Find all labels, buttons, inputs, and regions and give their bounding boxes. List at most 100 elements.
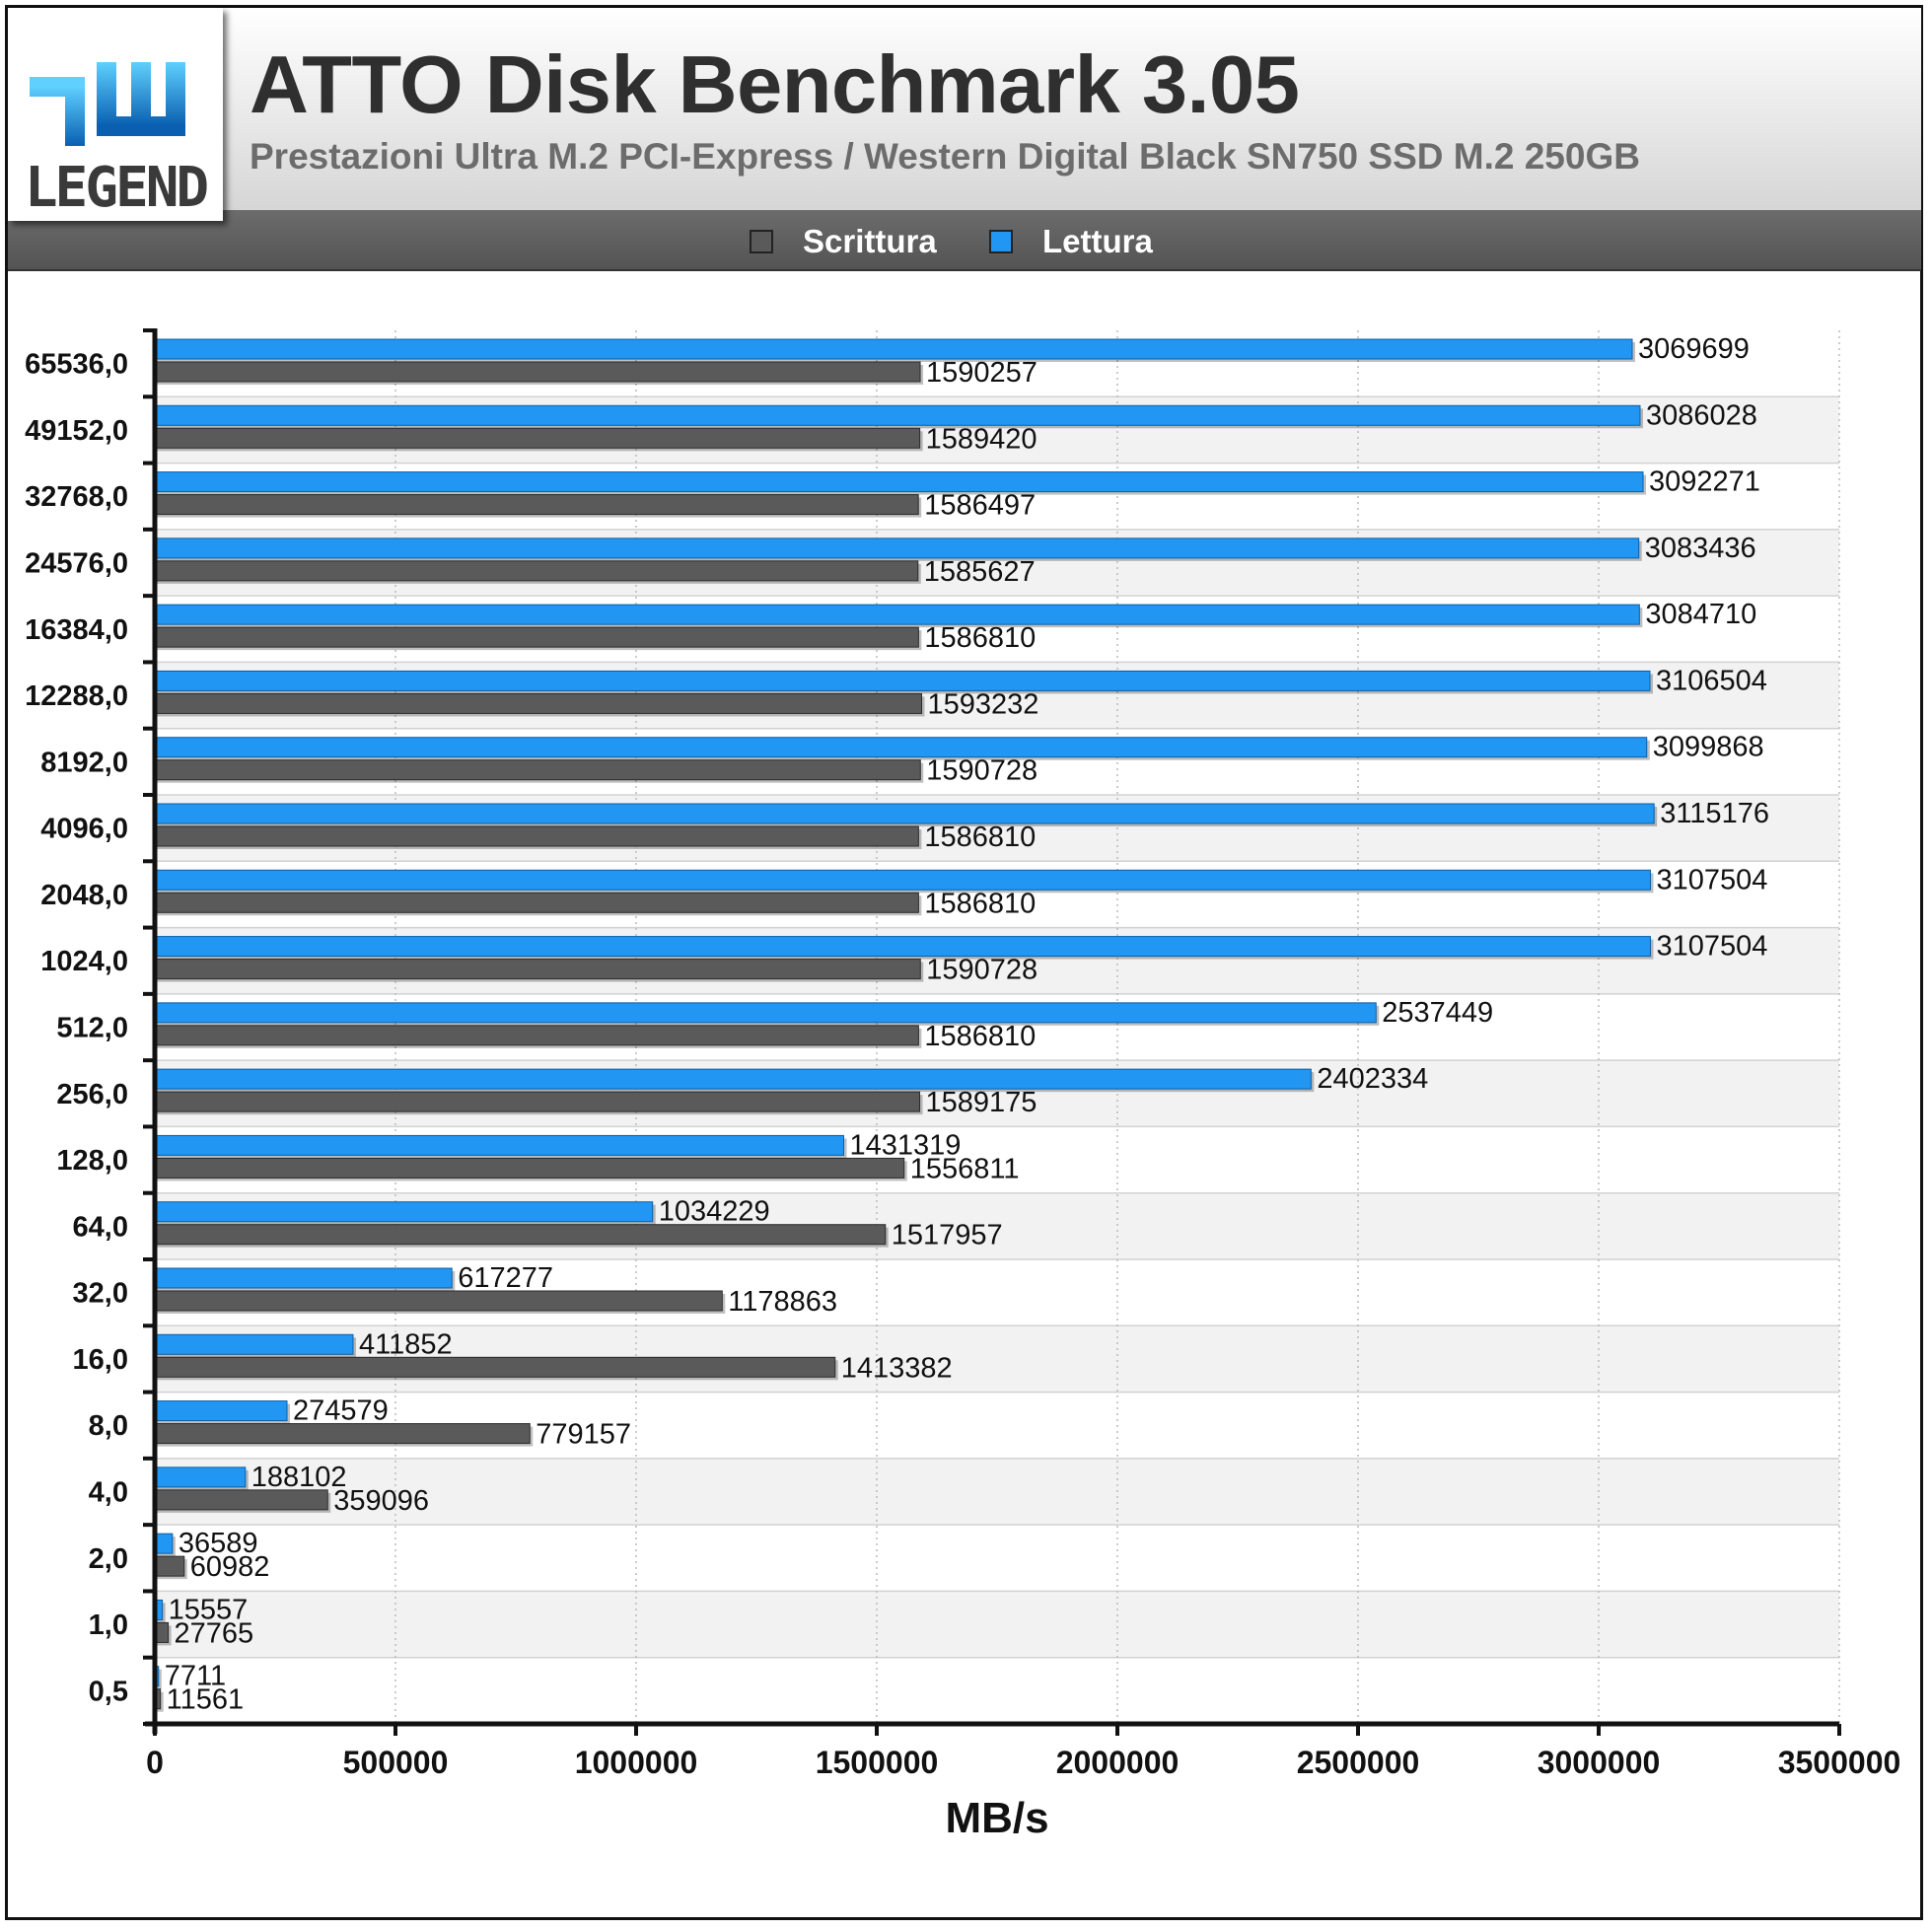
value-label-scrittura: 779157 [536, 1419, 631, 1451]
category-label: 16384,0 [25, 614, 128, 646]
category-label: 8,0 [89, 1410, 128, 1442]
category-label: 128,0 [56, 1145, 128, 1177]
value-label-lettura: 1034229 [659, 1196, 770, 1228]
hw-legend-logo: LEGEND [8, 8, 223, 221]
bar-lettura [154, 1201, 654, 1223]
bar-lettura [154, 537, 1640, 559]
value-label-lettura: 617277 [458, 1262, 553, 1294]
value-label-lettura: 15557 [169, 1594, 249, 1625]
value-label-lettura: 1431319 [849, 1129, 961, 1161]
bar-scrittura [154, 1290, 723, 1312]
bar-scrittura [154, 361, 921, 383]
value-label-lettura: 36589 [179, 1528, 258, 1559]
category-label: 32,0 [73, 1278, 128, 1310]
value-label-lettura: 3086028 [1646, 399, 1757, 431]
value-label-lettura: 3092271 [1649, 466, 1760, 498]
chart-subtitle: Prestazioni Ultra M.2 PCI-Express / West… [250, 136, 1640, 177]
category-label: 16,0 [73, 1344, 128, 1376]
bar-scrittura [154, 759, 921, 781]
bar-lettura [154, 1533, 174, 1554]
value-label-scrittura: 1586810 [924, 622, 1036, 654]
value-label-lettura: 3106504 [1656, 665, 1767, 696]
category-label: 512,0 [56, 1013, 128, 1044]
category-label: 24576,0 [25, 548, 128, 580]
value-label-lettura: 3069699 [1638, 333, 1750, 365]
x-tick-label: 0 [146, 1745, 164, 1780]
value-label-scrittura: 1589420 [926, 423, 1038, 455]
category-label: 12288,0 [25, 680, 128, 712]
row-band [155, 1525, 1839, 1592]
value-label-scrittura: 1586810 [924, 822, 1036, 853]
value-label-lettura: 2537449 [1382, 997, 1493, 1029]
value-label-scrittura: 27765 [175, 1617, 254, 1649]
value-label-scrittura: 1590257 [926, 357, 1038, 389]
bar-lettura [154, 1400, 288, 1422]
bar-lettura [154, 936, 1651, 958]
category-label: 1,0 [89, 1609, 128, 1641]
category-label: 4,0 [89, 1477, 128, 1509]
bar-lettura [154, 338, 1633, 360]
bar-lettura [154, 1002, 1377, 1024]
value-label-scrittura: 11561 [167, 1684, 245, 1716]
bar-scrittura [154, 1157, 905, 1179]
legend-label-scrittura: Scrittura [803, 223, 937, 259]
bar-lettura [154, 1068, 1312, 1090]
value-label-scrittura: 1586497 [924, 490, 1036, 522]
category-label: 32768,0 [25, 481, 128, 513]
legend: Scrittura Lettura [8, 210, 1921, 271]
bar-scrittura [154, 959, 921, 980]
bar-lettura [154, 737, 1648, 758]
x-tick-label: 2500000 [1297, 1745, 1420, 1780]
bar-lettura [154, 869, 1651, 891]
value-label-scrittura: 1589175 [926, 1087, 1038, 1118]
x-tick-label: 3500000 [1778, 1745, 1901, 1780]
value-label-lettura: 7711 [165, 1661, 226, 1692]
x-tick-label: 3000000 [1538, 1745, 1661, 1780]
value-label-lettura: 3107504 [1656, 864, 1767, 895]
value-label-scrittura: 359096 [333, 1485, 429, 1517]
legend-item-scrittura: Scrittura [750, 223, 937, 259]
bar-lettura [154, 1466, 247, 1488]
value-label-scrittura: 60982 [190, 1551, 270, 1583]
logo-word-legend: LEGEND [24, 156, 209, 220]
value-label-lettura: 274579 [293, 1395, 389, 1427]
chart-title: ATTO Disk Benchmark 3.05 [250, 38, 1300, 130]
bar-lettura [154, 404, 1641, 426]
x-tick-label: 1000000 [575, 1745, 698, 1780]
value-label-scrittura: 1586810 [924, 1021, 1036, 1052]
bar-lettura [154, 1134, 844, 1156]
value-label-scrittura: 1586810 [924, 888, 1036, 919]
category-label: 4096,0 [40, 814, 128, 845]
hw-logo-mark [20, 30, 185, 146]
value-label-lettura: 3115176 [1660, 798, 1769, 829]
bar-scrittura [154, 427, 921, 449]
bar-scrittura [154, 1224, 887, 1246]
category-label: 1024,0 [40, 946, 128, 977]
value-label-lettura: 3099868 [1653, 732, 1764, 763]
value-label-scrittura: 1585627 [924, 556, 1036, 588]
value-label-lettura: 3107504 [1656, 931, 1767, 963]
value-label-scrittura: 1590728 [926, 755, 1038, 787]
value-label-lettura: 2402334 [1317, 1063, 1428, 1095]
legend-swatch-lettura [989, 230, 1013, 253]
bar-scrittura [154, 892, 919, 913]
bar-scrittura [154, 1356, 836, 1378]
legend-swatch-scrittura [750, 230, 773, 253]
row-band [155, 1657, 1839, 1724]
category-label: 8192,0 [40, 747, 128, 778]
category-label: 49152,0 [25, 415, 128, 447]
bar-scrittura [154, 494, 919, 516]
bar-scrittura [154, 825, 919, 847]
chart-header: ATTO Disk Benchmark 3.05 Prestazioni Ult… [8, 8, 1921, 212]
category-label: 2,0 [89, 1543, 128, 1575]
value-label-lettura: 3083436 [1645, 533, 1756, 564]
bar-lettura [154, 471, 1644, 493]
value-label-lettura: 3084710 [1645, 599, 1756, 630]
bar-scrittura [154, 1091, 921, 1112]
bar-lettura [154, 1267, 453, 1289]
legend-item-lettura: Lettura [989, 223, 1153, 259]
bar-scrittura [154, 626, 919, 648]
category-label: 256,0 [56, 1079, 128, 1110]
category-label: 64,0 [73, 1211, 128, 1243]
